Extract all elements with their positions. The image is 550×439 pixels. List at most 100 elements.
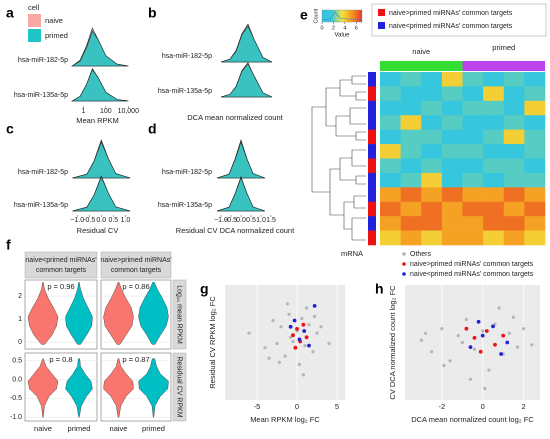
legend-label: naive<primed miRNAs' common targets xyxy=(410,271,534,278)
violin xyxy=(27,282,59,345)
p-value: p = 0.87 xyxy=(122,355,149,364)
point xyxy=(478,349,483,354)
x-tick-label: naive xyxy=(110,424,128,433)
legend-label: naive<primed miRNAs' common targets xyxy=(389,23,513,30)
x-tick-label: -5 xyxy=(254,402,261,411)
x-tick-label: 0 xyxy=(295,402,299,411)
point xyxy=(279,325,283,329)
row-annotation xyxy=(368,100,376,116)
heatmap-cell xyxy=(441,100,463,116)
heatmap-cell xyxy=(400,86,422,102)
heatmap-cell xyxy=(441,172,463,188)
panel-letter: e xyxy=(300,7,308,23)
plot-background xyxy=(405,285,540,400)
p-value: p = 0.86 xyxy=(122,282,149,291)
row-annotation xyxy=(368,115,376,130)
row-label: hsa-miR-182-5p xyxy=(162,169,212,176)
panel-letter: c xyxy=(6,121,14,137)
heatmap-cell xyxy=(380,187,401,203)
point xyxy=(468,345,473,349)
row-annotation xyxy=(368,230,376,246)
heatmap-cell xyxy=(462,100,484,116)
row-annotation-label: mRNA xyxy=(341,249,363,258)
heatmap-cell xyxy=(503,187,525,203)
heatmap-cell xyxy=(462,187,484,203)
panel-letter: f xyxy=(6,237,11,253)
violin xyxy=(138,358,169,418)
x-axis-label: Residual CV DCA normalized count xyxy=(176,226,295,235)
point xyxy=(483,386,487,391)
point xyxy=(267,356,271,360)
violin xyxy=(138,282,169,345)
heatmap-cell xyxy=(421,201,443,217)
point xyxy=(487,368,491,372)
heatmap-cell xyxy=(483,158,505,174)
point xyxy=(505,340,510,345)
point xyxy=(292,318,297,323)
heatmap-cell xyxy=(483,216,505,231)
heatmap-cell xyxy=(441,86,463,102)
point xyxy=(430,350,434,354)
heatmap-cell xyxy=(524,187,546,203)
heatmap-cell xyxy=(462,129,484,145)
heatmap-cell xyxy=(462,216,484,231)
heatmap-cell xyxy=(441,187,463,203)
heatmap-cell xyxy=(421,158,443,174)
heatmap-cell xyxy=(421,100,443,116)
heatmap-cell xyxy=(380,72,401,87)
point xyxy=(515,345,520,349)
row-annotation xyxy=(368,187,376,203)
x-axis-label: Residual CV xyxy=(77,226,119,235)
point xyxy=(288,324,293,329)
row-label: hsa-miR-182-5p xyxy=(18,169,68,176)
legend-label: naive>primed miRNAs' common targets xyxy=(410,261,534,268)
x-tick-label: 1.5 xyxy=(266,217,276,224)
point xyxy=(311,350,315,354)
heatmap-cell xyxy=(524,115,546,130)
heatmap-cell xyxy=(421,115,443,130)
heatmap-cell xyxy=(380,100,401,116)
facet-header-label: naive<primed miRNAs' xyxy=(25,257,96,264)
point xyxy=(312,304,317,308)
facet-header-label: common targets xyxy=(111,267,162,274)
facet-header xyxy=(100,251,172,279)
heatmap-cell xyxy=(441,144,463,159)
legend-label: naive>primed miRNAs' common targets xyxy=(389,10,513,17)
legend-swatch xyxy=(378,22,385,29)
point xyxy=(302,329,307,333)
legend-box xyxy=(371,3,547,37)
violin xyxy=(65,358,93,418)
point xyxy=(319,325,323,329)
column-group-bar xyxy=(462,61,545,71)
heatmap-cell xyxy=(380,144,401,159)
heatmap-cell xyxy=(462,230,484,246)
point xyxy=(419,338,423,342)
row-annotation xyxy=(368,129,376,145)
facet-header xyxy=(24,251,98,279)
color-key xyxy=(321,9,363,23)
y-axis-label: Residual CV RPKM log₂ FC xyxy=(208,296,217,389)
row-annotation xyxy=(368,216,376,231)
row-label: hsa-miR-182-5p xyxy=(162,53,212,60)
panel-letter: g xyxy=(200,281,209,297)
point xyxy=(464,326,469,331)
y-tick-label: 0 xyxy=(18,339,22,346)
p-value: p = 0.8 xyxy=(49,355,72,364)
point xyxy=(307,323,311,327)
heatmap-cell xyxy=(483,115,505,130)
row-label: hsa-miR-135a-5p xyxy=(14,92,68,99)
heatmap-cell xyxy=(400,72,422,87)
heatmap-cell xyxy=(462,72,484,87)
point xyxy=(291,339,295,344)
heatmap-cell xyxy=(524,72,546,87)
heatmap-cell xyxy=(462,172,484,188)
point xyxy=(303,344,307,348)
y-tick-label: -1.0 xyxy=(10,414,22,421)
row-label: hsa-miR-135a-5p xyxy=(158,88,212,95)
y-tick-label: 2 xyxy=(18,293,22,300)
density-ridge xyxy=(71,68,129,102)
point xyxy=(327,341,331,346)
point xyxy=(315,331,319,335)
point xyxy=(275,341,279,346)
heatmap-cell xyxy=(462,201,484,217)
